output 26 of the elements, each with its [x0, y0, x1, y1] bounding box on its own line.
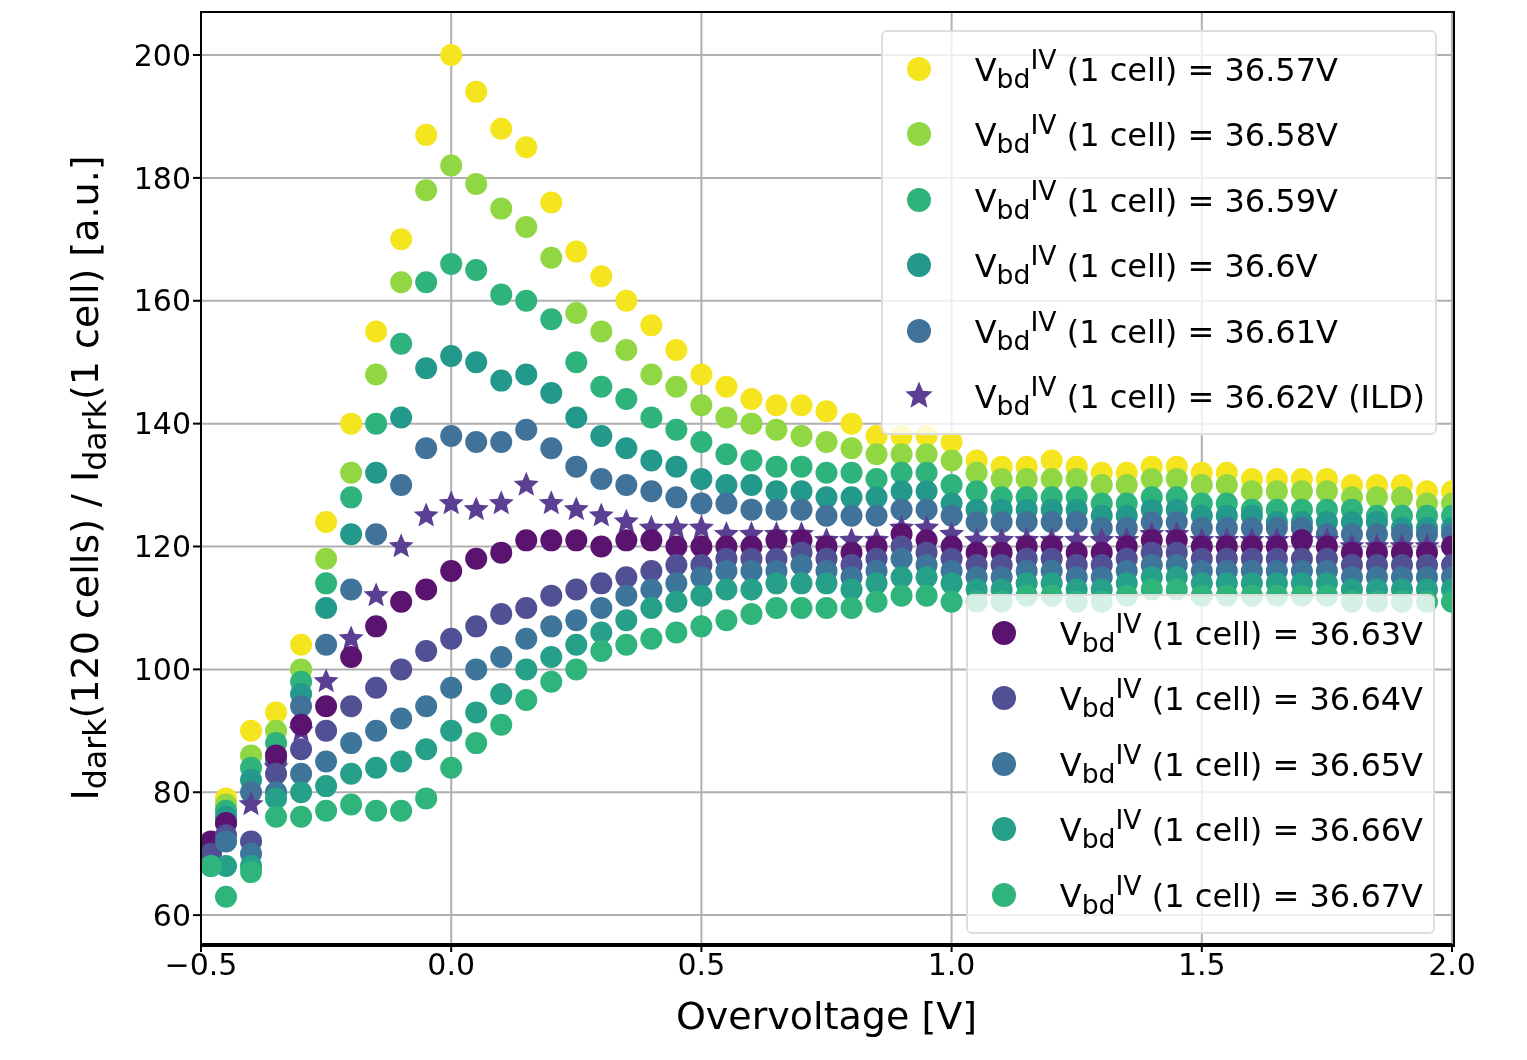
legend-label: V$_{bd}$$^{IV}$ (1 cell) = 36.58V	[974, 109, 1338, 160]
legend-label: V$_{bd}$$^{IV}$ (1 cell) = 36.61V	[974, 305, 1338, 356]
legend-label: V$_{bd}$$^{IV}$ (1 cell) = 36.62V (ILD)	[974, 371, 1425, 422]
legend-label: V$_{bd}$$^{IV}$ (1 cell) = 36.6V	[974, 240, 1318, 291]
y-tick-label: 160	[133, 283, 191, 319]
x-tick-label: 2.0	[1428, 947, 1476, 983]
x-tick-label: 0.0	[427, 947, 476, 983]
x-tick-label: 1.0	[927, 947, 976, 983]
y-tick-label: 120	[133, 529, 191, 565]
legend-label: V$_{bd}$$^{IV}$ (1 cell) = 36.63V	[1059, 607, 1423, 658]
x-tick-label: −0.5	[164, 947, 238, 983]
y-tick-label: 140	[133, 406, 191, 442]
x-tick-label: 0.5	[677, 947, 726, 983]
legend-label: V$_{bd}$$^{IV}$ (1 cell) = 36.64V	[1059, 673, 1423, 724]
legend-label: V$_{bd}$$^{IV}$ (1 cell) = 36.66V	[1059, 804, 1423, 855]
legend-label: V$_{bd}$$^{IV}$ (1 cell) = 36.59V	[974, 174, 1338, 225]
y-tick-label: 200	[133, 37, 191, 73]
legend-label: V$_{bd}$$^{IV}$ (1 cell) = 36.57V	[974, 43, 1338, 94]
y-tick-label: 60	[152, 897, 191, 933]
legend-label: V$_{bd}$$^{IV}$ (1 cell) = 36.67V	[1059, 869, 1423, 920]
y-tick-label: 100	[133, 652, 191, 688]
x-axis-title: Overvoltage [V]	[674, 994, 979, 1038]
legend-label: V$_{bd}$$^{IV}$ (1 cell) = 36.65V	[1059, 738, 1423, 789]
x-tick-label: 1.5	[1177, 947, 1226, 983]
y-tick-label: 80	[152, 774, 191, 810]
y-tick-label: 180	[133, 160, 191, 196]
